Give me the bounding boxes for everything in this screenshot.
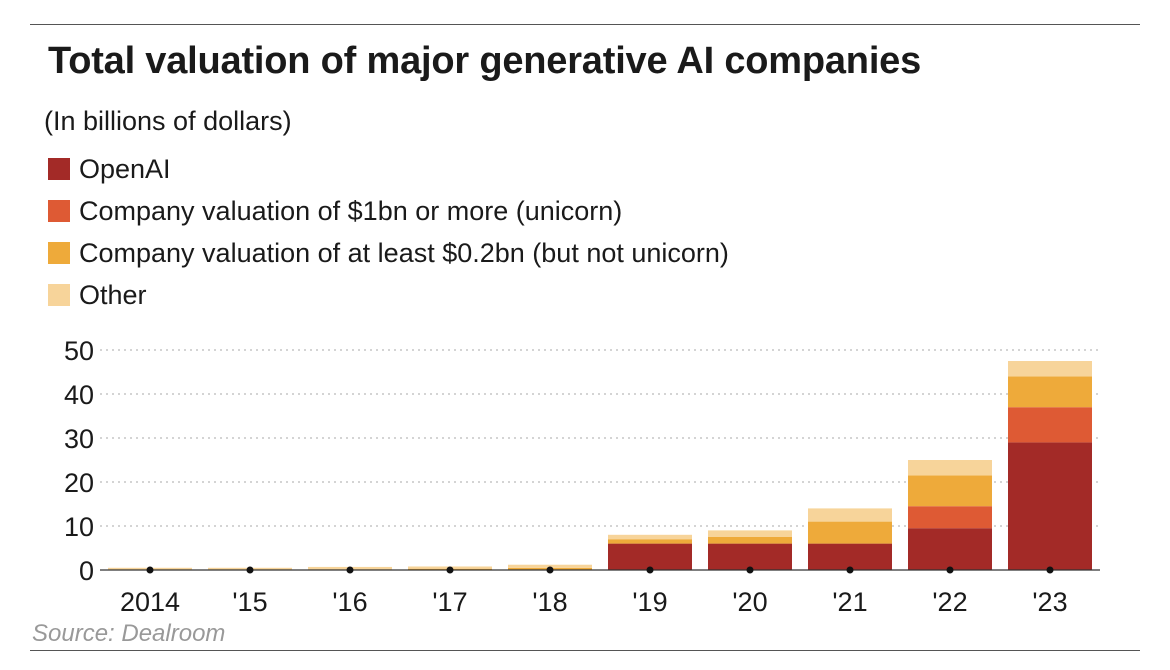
bar-other-4 <box>508 564 592 568</box>
legend-item-other: Other <box>48 274 729 316</box>
y-tick-label: 30 <box>64 424 94 454</box>
bar-unicorn-8 <box>908 506 992 529</box>
bar-near_unicorn-9 <box>1008 376 1092 408</box>
y-tick-label: 40 <box>64 380 94 410</box>
x-tick-label: '21 <box>832 587 867 617</box>
bar-openai-5 <box>608 543 692 570</box>
x-tick-label: '15 <box>232 587 267 617</box>
legend-label-other: Other <box>79 279 147 310</box>
x-tick-label: '20 <box>732 587 767 617</box>
x-tick-dot <box>246 566 254 574</box>
y-tick-label: 20 <box>64 468 94 498</box>
x-tick-label: '19 <box>632 587 667 617</box>
legend-swatch-openai <box>48 158 70 180</box>
legend-label-unicorn: Company valuation of $1bn or more (unico… <box>79 195 623 226</box>
legend-swatch-other <box>48 284 70 306</box>
bar-near_unicorn-5 <box>608 539 692 544</box>
x-tick-label: '22 <box>932 587 967 617</box>
bar-near_unicorn-6 <box>708 537 792 544</box>
y-tick-label: 0 <box>79 556 94 586</box>
legend-item-near-unicorn: Company valuation of at least $0.2bn (bu… <box>48 232 729 274</box>
chart-title: Total valuation of major generative AI c… <box>48 40 922 82</box>
legend-item-unicorn: Company valuation of $1bn or more (unico… <box>48 190 729 232</box>
x-tick-label: 2014 <box>120 587 180 617</box>
source-note: Source: Dealroom <box>32 620 226 647</box>
bar-near_unicorn-8 <box>908 475 992 507</box>
x-tick-dot <box>946 566 954 574</box>
bar-openai-6 <box>708 543 792 570</box>
x-tick-dot <box>646 566 654 574</box>
legend-swatch-near-unicorn <box>48 242 70 264</box>
y-tick-label: 10 <box>64 512 94 542</box>
x-tick-dot <box>746 566 754 574</box>
x-tick-dot <box>1046 566 1054 574</box>
legend-label-openai: OpenAI <box>79 153 171 184</box>
bar-other-5 <box>608 534 692 540</box>
bar-openai-7 <box>808 543 892 570</box>
legend-swatch-unicorn <box>48 200 70 222</box>
x-tick-label: '16 <box>332 587 367 617</box>
legend-label-near-unicorn: Company valuation of at least $0.2bn (bu… <box>79 237 729 268</box>
bar-near_unicorn-7 <box>808 521 892 544</box>
bar-other-6 <box>708 530 792 537</box>
bar-openai-9 <box>1008 442 1092 570</box>
legend-item-openai: OpenAI <box>48 148 729 190</box>
bar-unicorn-9 <box>1008 407 1092 443</box>
x-tick-dot <box>846 566 854 574</box>
x-tick-label: '18 <box>532 587 567 617</box>
x-tick-label: '23 <box>1032 587 1067 617</box>
chart-subtitle: (In billions of dollars) <box>44 106 292 136</box>
top-rule <box>30 24 1140 25</box>
x-tick-dot <box>346 566 354 574</box>
bar-other-9 <box>1008 361 1092 377</box>
x-tick-dot <box>546 566 554 574</box>
x-tick-label: '17 <box>432 587 467 617</box>
x-tick-dot <box>146 566 154 574</box>
x-tick-dot <box>446 566 454 574</box>
bar-openai-8 <box>908 528 992 570</box>
bottom-rule <box>30 650 1140 651</box>
legend: OpenAI Company valuation of $1bn or more… <box>48 148 729 316</box>
bar-other-8 <box>908 460 992 476</box>
y-tick-label: 50 <box>64 336 94 366</box>
bar-other-7 <box>808 508 892 522</box>
